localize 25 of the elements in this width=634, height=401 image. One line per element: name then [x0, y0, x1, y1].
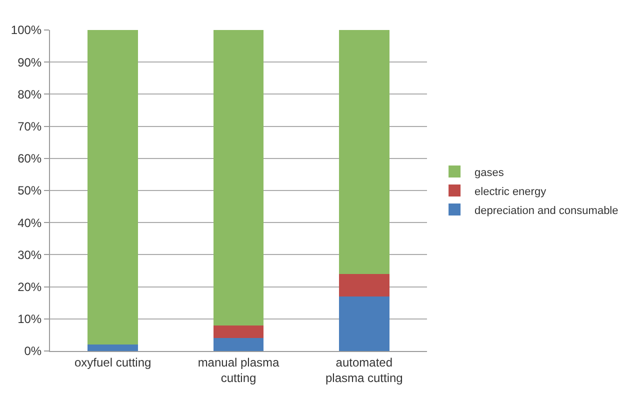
- legend-label: electric energy: [474, 186, 547, 198]
- y-tick-label: 100%: [10, 23, 42, 38]
- y-tick-label: 10%: [18, 312, 42, 326]
- y-tick-label: 80%: [18, 87, 42, 102]
- legend-label: gases: [474, 166, 504, 179]
- y-tick-label: 60%: [18, 152, 42, 166]
- y-tick-label: 30%: [18, 248, 42, 262]
- legend-label: depreciation and consumable: [474, 204, 618, 217]
- bar: [213, 325, 264, 338]
- bar: [213, 338, 264, 351]
- y-tick-label: 20%: [18, 280, 42, 294]
- y-tick-label: 40%: [18, 216, 42, 230]
- bar: [88, 30, 138, 345]
- x-tick-label: oxyfuel cutting: [74, 355, 152, 370]
- y-tick-label: 70%: [18, 120, 42, 134]
- x-tick-label: manual plasma cutting: [198, 355, 280, 385]
- bar: [339, 296, 390, 351]
- y-tick-label: 0%: [24, 344, 42, 358]
- y-tick-label: 90%: [18, 55, 42, 70]
- bar: [213, 30, 264, 326]
- bar: [339, 274, 390, 296]
- x-tick-label: automated plasma cutting: [325, 355, 403, 385]
- bar: [88, 344, 138, 351]
- bar: [339, 30, 390, 274]
- y-tick-label: 50%: [18, 184, 42, 198]
